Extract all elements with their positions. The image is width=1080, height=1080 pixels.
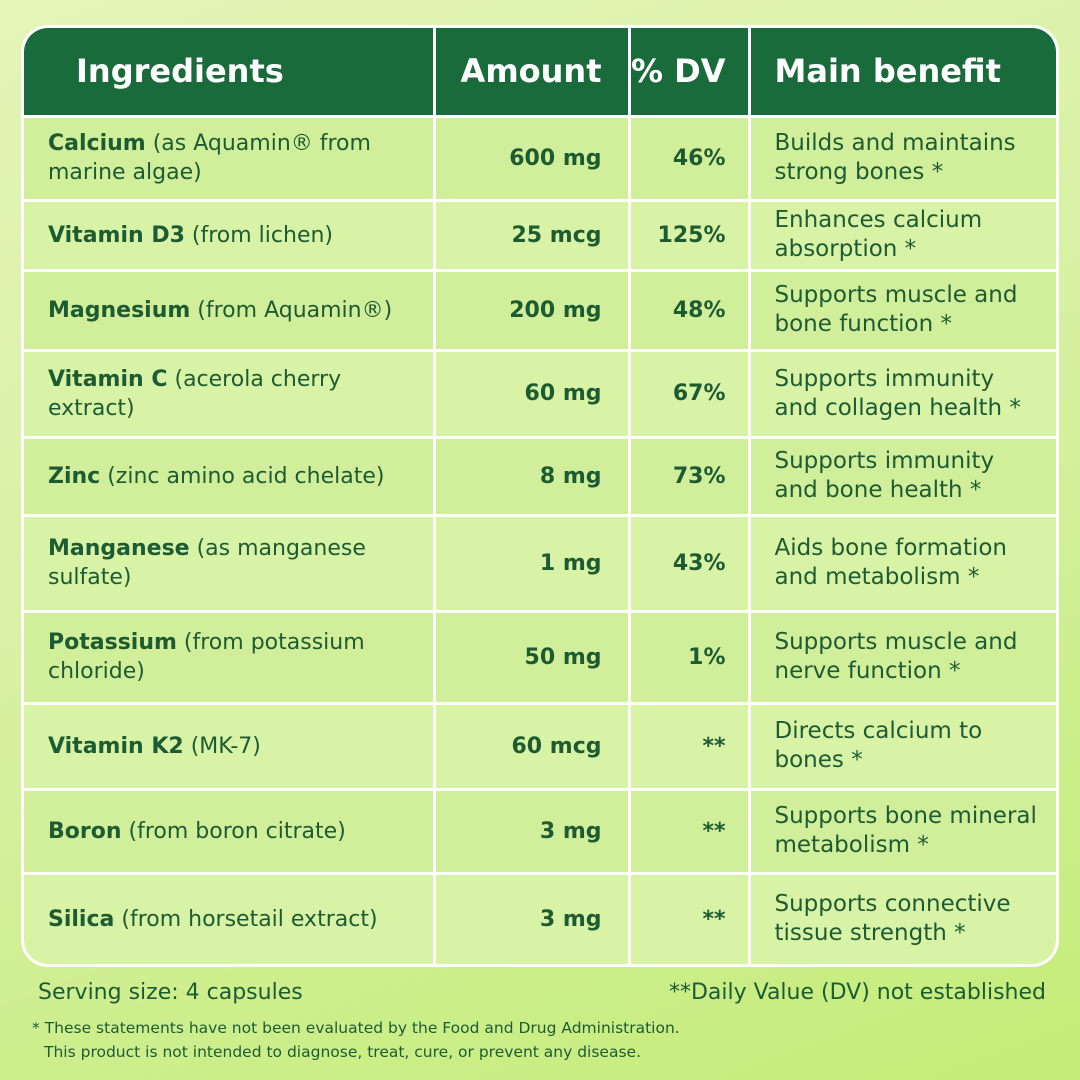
column-header: Ingredients [24,28,433,115]
ingredient-detail: (zinc amino acid chelate) [107,463,385,489]
amount-cell: 8 mg [435,438,628,514]
amount-cell: 200 mg [435,271,628,349]
ingredient-name: Zinc [48,463,101,489]
ingredient-detail: (from lichen) [191,222,334,248]
ingredient-cell: Zinc (zinc amino acid chelate) [24,438,433,514]
ingredient-detail: (as Aquamin® from marine algae) [48,131,371,185]
dv-cell: 67% [630,351,748,436]
ingredient-name: Magnesium [48,297,191,323]
benefit-cell: Supports muscle and nerve function * [750,612,1056,702]
ingredient-text: Boron (from boron citrate) [48,817,346,846]
ingredient-name: Boron [48,818,122,844]
ingredient-cell: Manganese (as manganese sulfate) [24,516,433,610]
benefit-cell: Supports immunity and collagen health * [750,351,1056,436]
ingredient-table: Ingredients Amount% DV Main benefit Calcium… [24,28,1056,964]
benefit-cell: Directs calcium to bones * [750,704,1056,788]
ingredient-detail: (from boron citrate) [128,818,346,844]
ingredient-name: Potassium [48,630,177,655]
ingredient-name: Manganese [48,536,190,561]
amount-cell: 600 mg [435,117,628,199]
ingredient-name: Vitamin C [48,366,168,392]
benefit-cell: Builds and maintains strong bones * [750,117,1056,199]
ingredient-text: Calcium (as Aquamin® from marine algae) [48,129,419,187]
dv-cell: ** [630,704,748,788]
ingredient-text: Manganese (as manganese sulfate) [48,534,419,592]
ingredient-name: Silica [48,906,115,932]
benefit-cell: Supports connective tissue strength * [750,874,1056,964]
ingredient-detail: (MK-7) [190,733,261,759]
ingredient-cell: Potassium (from potassium chloride) [24,612,433,702]
disclaimer-line: * These statements have not been evaluat… [32,1019,680,1037]
dv-note: **Daily Value (DV) not established [668,980,1046,1005]
serving-size: Serving size: 4 capsules [38,980,303,1005]
ingredient-text: Vitamin K2 (MK-7) [48,732,261,761]
ingredient-cell: Magnesium (from Aquamin®) [24,271,433,349]
ingredient-text: Vitamin D3 (from lichen) [48,221,333,250]
ingredient-cell: Silica (from horsetail extract) [24,874,433,964]
dv-cell: 43% [630,516,748,610]
ingredient-text: Zinc (zinc amino acid chelate) [48,462,384,491]
amount-cell: 60 mcg [435,704,628,788]
ingredient-detail: (from horsetail extract) [121,906,378,932]
ingredient-name: Vitamin K2 [48,733,184,759]
dv-cell: 48% [630,271,748,349]
ingredient-cell: Vitamin D3 (from lichen) [24,201,433,269]
ingredient-detail: (from Aquamin®) [197,297,393,323]
dv-cell: 1% [630,612,748,702]
amount-cell: 1 mg [435,516,628,610]
disclaimer-line: This product is not intended to diagnose… [44,1043,641,1061]
benefit-cell: Enhances calcium absorption * [750,201,1056,269]
ingredient-cell: Vitamin C (acerola cherry extract) [24,351,433,436]
ingredient-cell: Boron (from boron citrate) [24,790,433,872]
amount-cell: 3 mg [435,874,628,964]
column-header: Main benefit [750,28,1056,115]
ingredient-detail: (from potassium chloride) [48,630,365,684]
ingredient-name: Vitamin D3 [48,222,185,248]
amount-cell: 50 mg [435,612,628,702]
ingredient-text: Potassium (from potassium chloride) [48,628,419,686]
dv-cell: ** [630,790,748,872]
dv-cell: ** [630,874,748,964]
ingredient-name: Calcium [48,131,146,156]
ingredient-detail: (acerola cherry extract) [48,366,342,421]
amount-cell: 25 mcg [435,201,628,269]
ingredient-detail: (as manganese sulfate) [48,536,366,590]
benefit-cell: Aids bone formation and metabolism * [750,516,1056,610]
ingredient-text: Magnesium (from Aquamin®) [48,296,392,325]
ingredient-cell: Calcium (as Aquamin® from marine algae) [24,117,433,199]
ingredient-text: Vitamin C (acerola cherry extract) [48,365,419,423]
benefit-cell: Supports immunity and bone health * [750,438,1056,514]
benefit-cell: Supports muscle and bone function * [750,271,1056,349]
amount-cell: 60 mg [435,351,628,436]
ingredient-text: Silica (from horsetail extract) [48,905,378,934]
dv-cell: 73% [630,438,748,514]
benefit-cell: Supports bone mineral metabolism * [750,790,1056,872]
column-header: % DV [630,28,748,115]
column-header: Amount [435,28,628,115]
dv-cell: 125% [630,201,748,269]
dv-cell: 46% [630,117,748,199]
ingredient-cell: Vitamin K2 (MK-7) [24,704,433,788]
amount-cell: 3 mg [435,790,628,872]
